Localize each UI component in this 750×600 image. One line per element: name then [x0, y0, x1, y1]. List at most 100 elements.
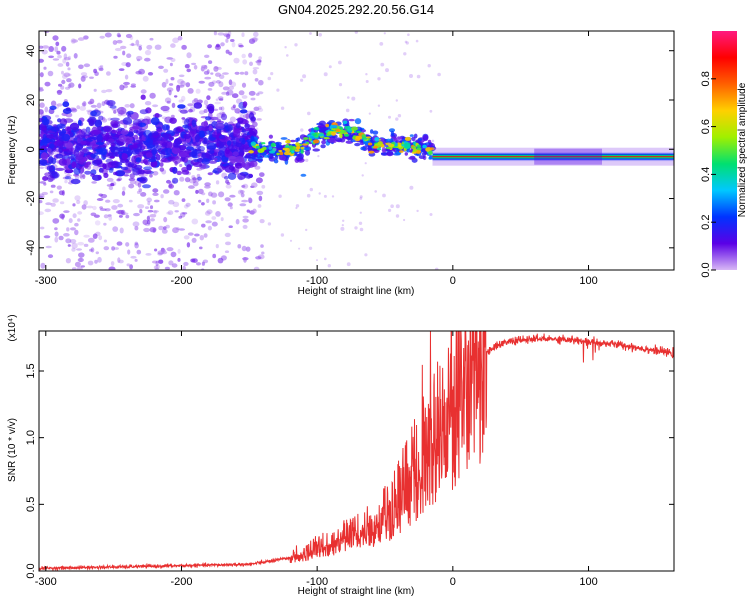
spectrum-noise-point: [60, 85, 65, 90]
spectrum-band-point: [50, 126, 60, 133]
spectrum-scatter-point: [297, 153, 304, 160]
spectrum-band-point: [62, 101, 70, 108]
spectrum-noise-point: [213, 66, 219, 72]
spectrum-peak-point: [255, 145, 260, 149]
spectrum-band-point: [110, 183, 115, 187]
spectrum-noise-point: [143, 227, 151, 233]
spectrum-noise-point: [196, 262, 201, 266]
spectrum-noise-point: [407, 33, 410, 36]
spectrum-scatter-point: [320, 144, 326, 149]
spectrum-noise-point: [338, 83, 343, 87]
spectrum-noise-point: [41, 191, 48, 196]
spectrum-noise-point: [83, 63, 91, 68]
spectrum-band-point: [49, 105, 57, 111]
spectrum-scatter-point: [319, 127, 328, 133]
spectrum-noise-point: [409, 185, 414, 190]
spectrum-scatter-point: [275, 143, 283, 149]
spectrum-peak-point: [415, 149, 421, 154]
spectrum-band-point: [40, 127, 47, 131]
spectrum-noise-point: [139, 209, 143, 214]
spectrum-noise-point: [57, 63, 64, 67]
spectrum-noise-point: [161, 81, 167, 88]
spectrum-noise-point: [295, 206, 298, 210]
spectrum-band-point: [216, 165, 224, 173]
spectrum-noise-point: [114, 47, 122, 52]
spectrum-noise-point: [152, 210, 159, 213]
spectrum-band-point: [163, 135, 170, 140]
chart-title: GN04.2025.292.20.56.G14: [278, 2, 434, 17]
spectrum-noise-point: [354, 31, 358, 34]
spectrum-band-point: [181, 169, 190, 175]
spectrum-noise-point: [135, 39, 140, 46]
spectrum-noise-point: [211, 221, 218, 227]
spectrum-noise-point: [97, 256, 102, 263]
spectrum-noise-point: [385, 68, 389, 73]
spectrum-noise-point: [416, 74, 421, 79]
spectrum-noise-point: [241, 245, 247, 252]
spectrum-noise-point: [149, 205, 154, 210]
spectrum-noise-point: [140, 89, 147, 94]
spectrum-noise-point: [255, 177, 263, 184]
spectrum-peak-point: [385, 146, 392, 150]
spectrum-noise-point: [63, 233, 70, 237]
spectrum-band-point: [111, 123, 119, 128]
spectrum-noise-point: [234, 108, 241, 114]
spectrum-noise-point: [307, 111, 311, 116]
spectrum-noise-point: [228, 79, 233, 86]
spectrum-noise-point: [144, 101, 152, 106]
spectrum-noise-point: [66, 227, 70, 232]
spectrum-noise-point: [152, 104, 159, 108]
spectrum-noise-point: [383, 32, 386, 35]
spectrum-band-point: [244, 123, 250, 129]
spectrum-noise-point: [113, 110, 117, 114]
spectrum-noise-point: [241, 185, 246, 188]
spectrum-noise-point: [113, 55, 118, 59]
spectrum-band-point: [145, 136, 150, 143]
spectrum-scatter-point: [327, 137, 336, 143]
spectrum-band-point: [98, 115, 104, 121]
spectrum-noise-point: [182, 212, 188, 215]
spectrum-peak-point: [374, 137, 380, 142]
spectrum-band-point: [179, 109, 188, 114]
spectrum-peak-point: [416, 147, 422, 151]
spectrum-noise-point: [65, 238, 72, 244]
spectrum-noise-point: [177, 35, 183, 41]
spectrum-noise-point: [234, 71, 240, 75]
spectrum-band-point: [172, 177, 179, 184]
spectrum-noise-point: [241, 199, 249, 203]
spectrum-noise-point: [220, 42, 225, 47]
spectrum-scatter-point: [269, 153, 274, 159]
spectrum-noise-point: [177, 248, 181, 254]
x-tick-label: -300: [35, 275, 57, 287]
spectrum-noise-point: [323, 72, 328, 77]
spectrum-peak-point: [291, 150, 295, 153]
spectrum-noise-point: [82, 174, 86, 180]
spectrum-noise-point: [67, 73, 72, 77]
spectrum-noise-point: [99, 64, 104, 68]
spectrum-noise-point: [259, 219, 265, 224]
spectrum-scatter-point: [418, 138, 423, 141]
spectrum-noise-point: [146, 215, 150, 222]
spectrum-noise-point: [152, 228, 156, 233]
spectrum-band-point: [208, 125, 213, 132]
spectrum-noise-point: [87, 101, 93, 105]
spectrum-noise-point: [98, 67, 104, 72]
spectrum-noise-point: [83, 200, 88, 206]
spectrum-noise-point: [74, 222, 79, 227]
spectrum-noise-point: [39, 195, 44, 199]
spectrum-noise-point: [300, 78, 304, 82]
spectrum-noise-point: [168, 89, 172, 96]
spectrum-noise-point: [205, 220, 212, 224]
spectrum-band-point: [208, 154, 215, 161]
spectrum-band-point: [93, 159, 103, 165]
spectrum-noise-point: [227, 202, 233, 207]
spectrum-noise-point: [128, 199, 133, 203]
spectrum-noise-point: [228, 85, 235, 90]
spectrum-noise-point: [129, 35, 134, 41]
spectrogram-frame: [38, 30, 675, 271]
spectrum-noise-point: [243, 257, 247, 263]
spectrum-noise-point: [67, 67, 71, 71]
spectrum-noise-point: [233, 57, 240, 64]
spectrum-band-point: [90, 153, 97, 158]
spectrum-band-point: [176, 170, 182, 176]
